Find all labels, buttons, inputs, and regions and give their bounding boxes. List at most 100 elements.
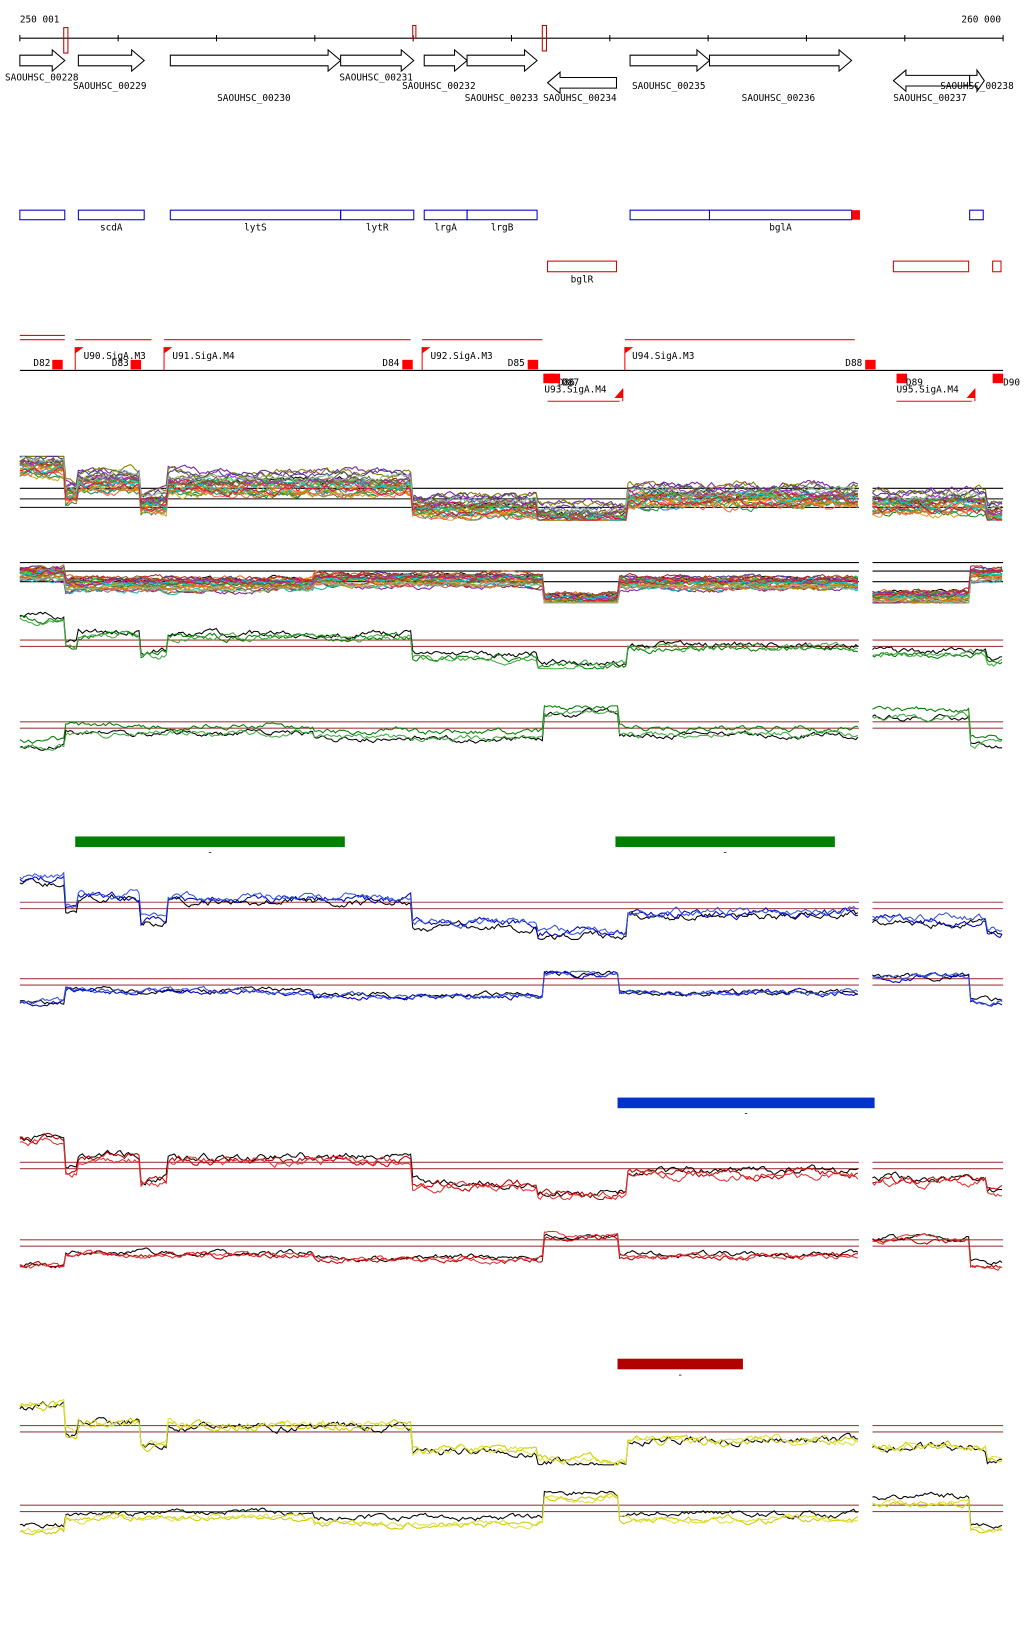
segment-marker — [402, 359, 413, 370]
locus-tag: SAOUHSC_00230 — [217, 93, 291, 104]
expression-line — [19, 874, 1003, 939]
ruler-marker — [541, 24, 548, 52]
segment-marker — [543, 373, 554, 384]
expression-line — [19, 1490, 1003, 1529]
gene-box — [423, 209, 468, 221]
condition-bar — [617, 1097, 875, 1109]
segment-marker — [527, 359, 539, 370]
locus-tag: SAOUHSC_00236 — [742, 93, 816, 104]
locus-tag: SAOUHSC_00228 — [5, 73, 79, 84]
expression-line — [19, 709, 1003, 751]
expression-line — [19, 1492, 1003, 1533]
condition-bar — [617, 1358, 743, 1370]
gene-box — [892, 260, 970, 273]
expression-line — [19, 617, 1003, 670]
segment-label: D84 — [382, 358, 399, 369]
gene-box — [77, 209, 145, 221]
promoter-label: U91.SigA.M4 — [172, 351, 235, 362]
expression-line — [19, 1233, 1003, 1269]
segment-marker — [896, 373, 907, 384]
locus-tag: SAOUHSC_00232 — [402, 81, 476, 92]
promoter-label: U90.SigA.M3 — [84, 351, 146, 362]
locus-tag: SAOUHSC_00233 — [465, 93, 539, 104]
locus-tag: SAOUHSC_00234 — [543, 93, 617, 104]
gene-box — [629, 209, 711, 221]
segment-label: D90 — [1003, 377, 1020, 388]
segment-marker — [992, 373, 1004, 384]
promoter-flag — [164, 347, 173, 354]
promoter-label: U94.SigA.M3 — [632, 351, 694, 362]
gene-arrow — [546, 71, 618, 95]
locus-tag: SAOUHSC_00235 — [632, 81, 706, 92]
condition-bar — [615, 836, 835, 848]
gene-arrow — [169, 48, 342, 73]
expression-line — [19, 1133, 1003, 1199]
expression-line — [19, 611, 1003, 667]
promoter-flag — [966, 388, 975, 399]
expression-line — [19, 1398, 1003, 1466]
gene-name: lytR — [366, 222, 389, 233]
gene-arrow — [466, 48, 538, 73]
gene-box — [466, 209, 538, 221]
gene-name: lytS — [244, 222, 267, 233]
expression-line — [19, 463, 1003, 521]
gene-arrow — [892, 68, 971, 93]
ruler-end: 260 000 — [961, 14, 1001, 25]
locus-tag: SAOUHSC_00238 — [940, 81, 1014, 92]
gene-arrow — [969, 68, 985, 93]
gene-arrow — [629, 48, 711, 73]
expression-line — [19, 970, 1003, 1007]
gene-arrow — [423, 48, 468, 73]
promoter-flag — [614, 388, 623, 399]
gene-box — [169, 209, 342, 221]
gene-name: lrgA — [434, 222, 457, 233]
condition-label: - — [207, 847, 213, 858]
expression-line — [19, 1230, 1003, 1271]
expression-line — [19, 877, 1003, 941]
gene-arrow — [77, 48, 146, 73]
locus-tag: SAOUHSC_00237 — [893, 93, 967, 104]
condition-label: - — [677, 1370, 683, 1381]
promoter-flag — [422, 347, 431, 354]
segment-label: D86 — [558, 377, 575, 388]
locus-tag: SAOUHSC_00231 — [339, 73, 413, 84]
segment-label: D87 — [562, 377, 579, 388]
gene-name: lrgB — [491, 222, 514, 233]
locus-tag: SAOUHSC_00229 — [73, 81, 147, 92]
gene-box — [992, 260, 1002, 273]
expression-line — [19, 1492, 1003, 1536]
condition-bar — [75, 836, 345, 848]
gene-name: bglR — [571, 274, 594, 285]
expression-line — [19, 1137, 1003, 1201]
segment-label: D85 — [508, 358, 525, 369]
promoter-label: U93.SigA.M4 — [544, 385, 607, 396]
segment-marker — [52, 359, 63, 370]
gene-box — [969, 209, 984, 221]
promoter-label: U92.SigA.M3 — [430, 351, 492, 362]
expression-line — [19, 466, 1003, 521]
promoter-label: U95.SigA.M4 — [897, 385, 960, 396]
segment-marker — [130, 359, 142, 370]
gene-box-end — [851, 210, 860, 220]
segment-label: D82 — [33, 358, 50, 369]
expression-line — [19, 455, 1003, 513]
segment-label: D83 — [112, 358, 129, 369]
segment-marker — [865, 359, 876, 370]
expression-line — [19, 871, 1003, 936]
ruler-marker — [412, 24, 417, 39]
promoter-flag — [75, 347, 84, 354]
gene-box — [547, 260, 618, 273]
gene-arrow — [19, 48, 66, 73]
expression-line — [19, 574, 1003, 604]
expression-line — [19, 455, 1003, 515]
gene-box — [19, 209, 66, 221]
expression-line — [19, 567, 1003, 602]
segment-marker — [549, 373, 561, 384]
expression-line — [19, 970, 1003, 1007]
expression-line — [19, 455, 1003, 509]
gene-arrow — [708, 48, 853, 73]
expression-line — [19, 705, 1003, 744]
gene-box — [340, 209, 415, 221]
